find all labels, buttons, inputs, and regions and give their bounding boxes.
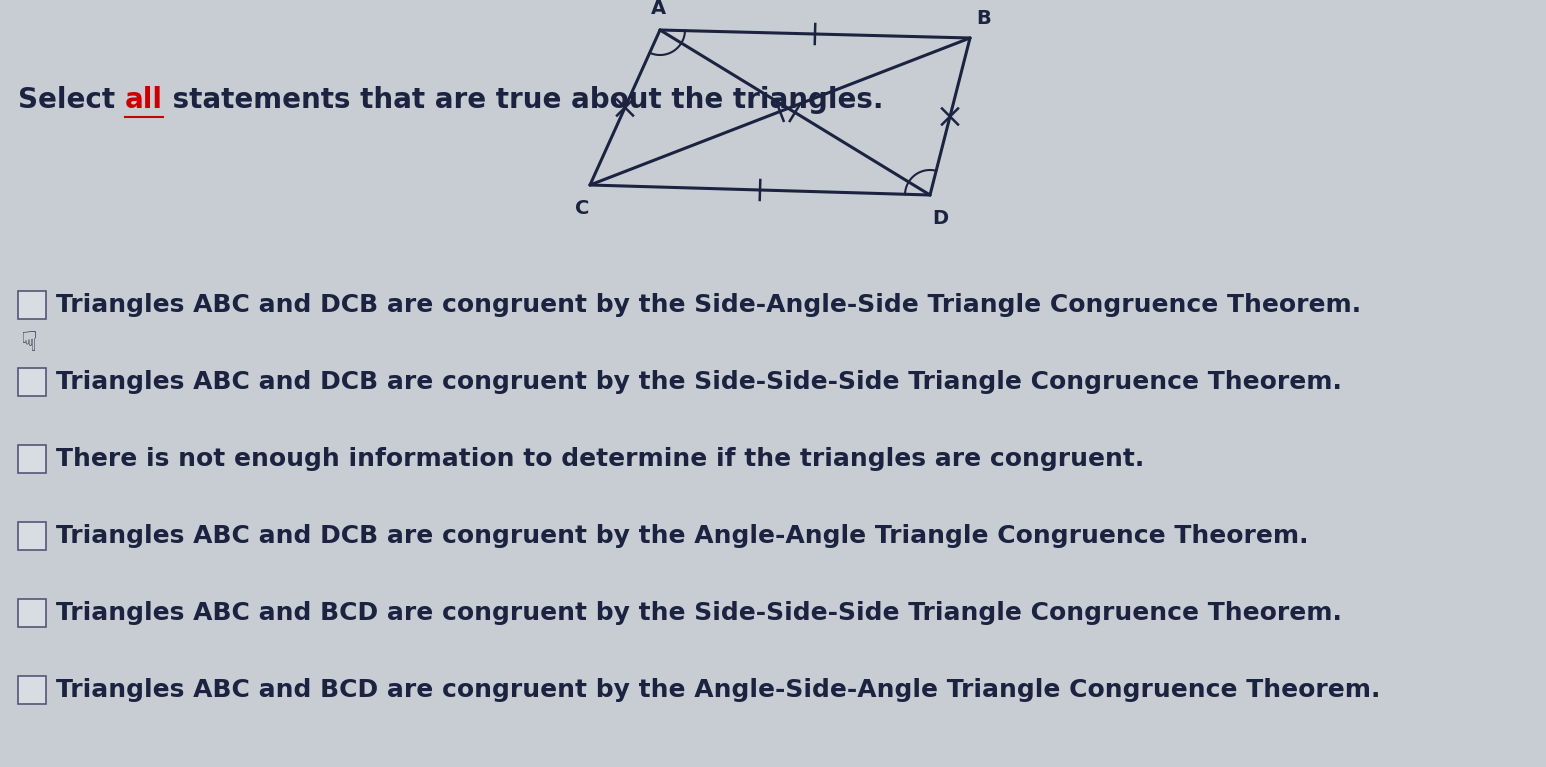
Bar — [19, 291, 46, 319]
Text: Triangles ABC and BCD are congruent by the Side-Side-Side Triangle Congruence Th: Triangles ABC and BCD are congruent by t… — [56, 601, 1342, 625]
Text: Select: Select — [19, 86, 125, 114]
Text: all: all — [125, 86, 162, 114]
Text: A: A — [651, 0, 666, 18]
Bar — [19, 599, 46, 627]
Text: C: C — [575, 199, 589, 218]
Bar — [19, 676, 46, 704]
Bar — [19, 522, 46, 550]
Text: Triangles ABC and DCB are congruent by the Side-Side-Side Triangle Congruence Th: Triangles ABC and DCB are congruent by t… — [56, 370, 1342, 394]
Bar — [19, 445, 46, 473]
Text: ☟: ☟ — [20, 329, 37, 357]
Text: statements that are true about the triangles.: statements that are true about the trian… — [162, 86, 883, 114]
Text: B: B — [977, 9, 991, 28]
Text: Triangles ABC and DCB are congruent by the Side-Angle-Side Triangle Congruence T: Triangles ABC and DCB are congruent by t… — [56, 293, 1360, 317]
Text: Triangles ABC and BCD are congruent by the Angle-Side-Angle Triangle Congruence : Triangles ABC and BCD are congruent by t… — [56, 678, 1381, 702]
Text: Triangles ABC and DCB are congruent by the Angle-Angle Triangle Congruence Theor: Triangles ABC and DCB are congruent by t… — [56, 524, 1308, 548]
Text: D: D — [932, 209, 948, 228]
Bar — [19, 368, 46, 396]
Text: There is not enough information to determine if the triangles are congruent.: There is not enough information to deter… — [56, 447, 1144, 471]
